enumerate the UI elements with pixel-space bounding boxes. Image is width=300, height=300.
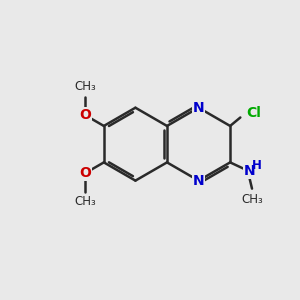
Text: CH₃: CH₃ bbox=[74, 195, 96, 208]
Text: N: N bbox=[193, 101, 204, 115]
Text: O: O bbox=[79, 166, 91, 180]
Text: O: O bbox=[79, 108, 91, 122]
Text: Cl: Cl bbox=[246, 106, 261, 120]
Text: N: N bbox=[243, 164, 255, 178]
Text: N: N bbox=[193, 174, 204, 188]
Text: CH₃: CH₃ bbox=[74, 80, 96, 93]
Text: H: H bbox=[252, 159, 262, 172]
Text: CH₃: CH₃ bbox=[241, 193, 263, 206]
